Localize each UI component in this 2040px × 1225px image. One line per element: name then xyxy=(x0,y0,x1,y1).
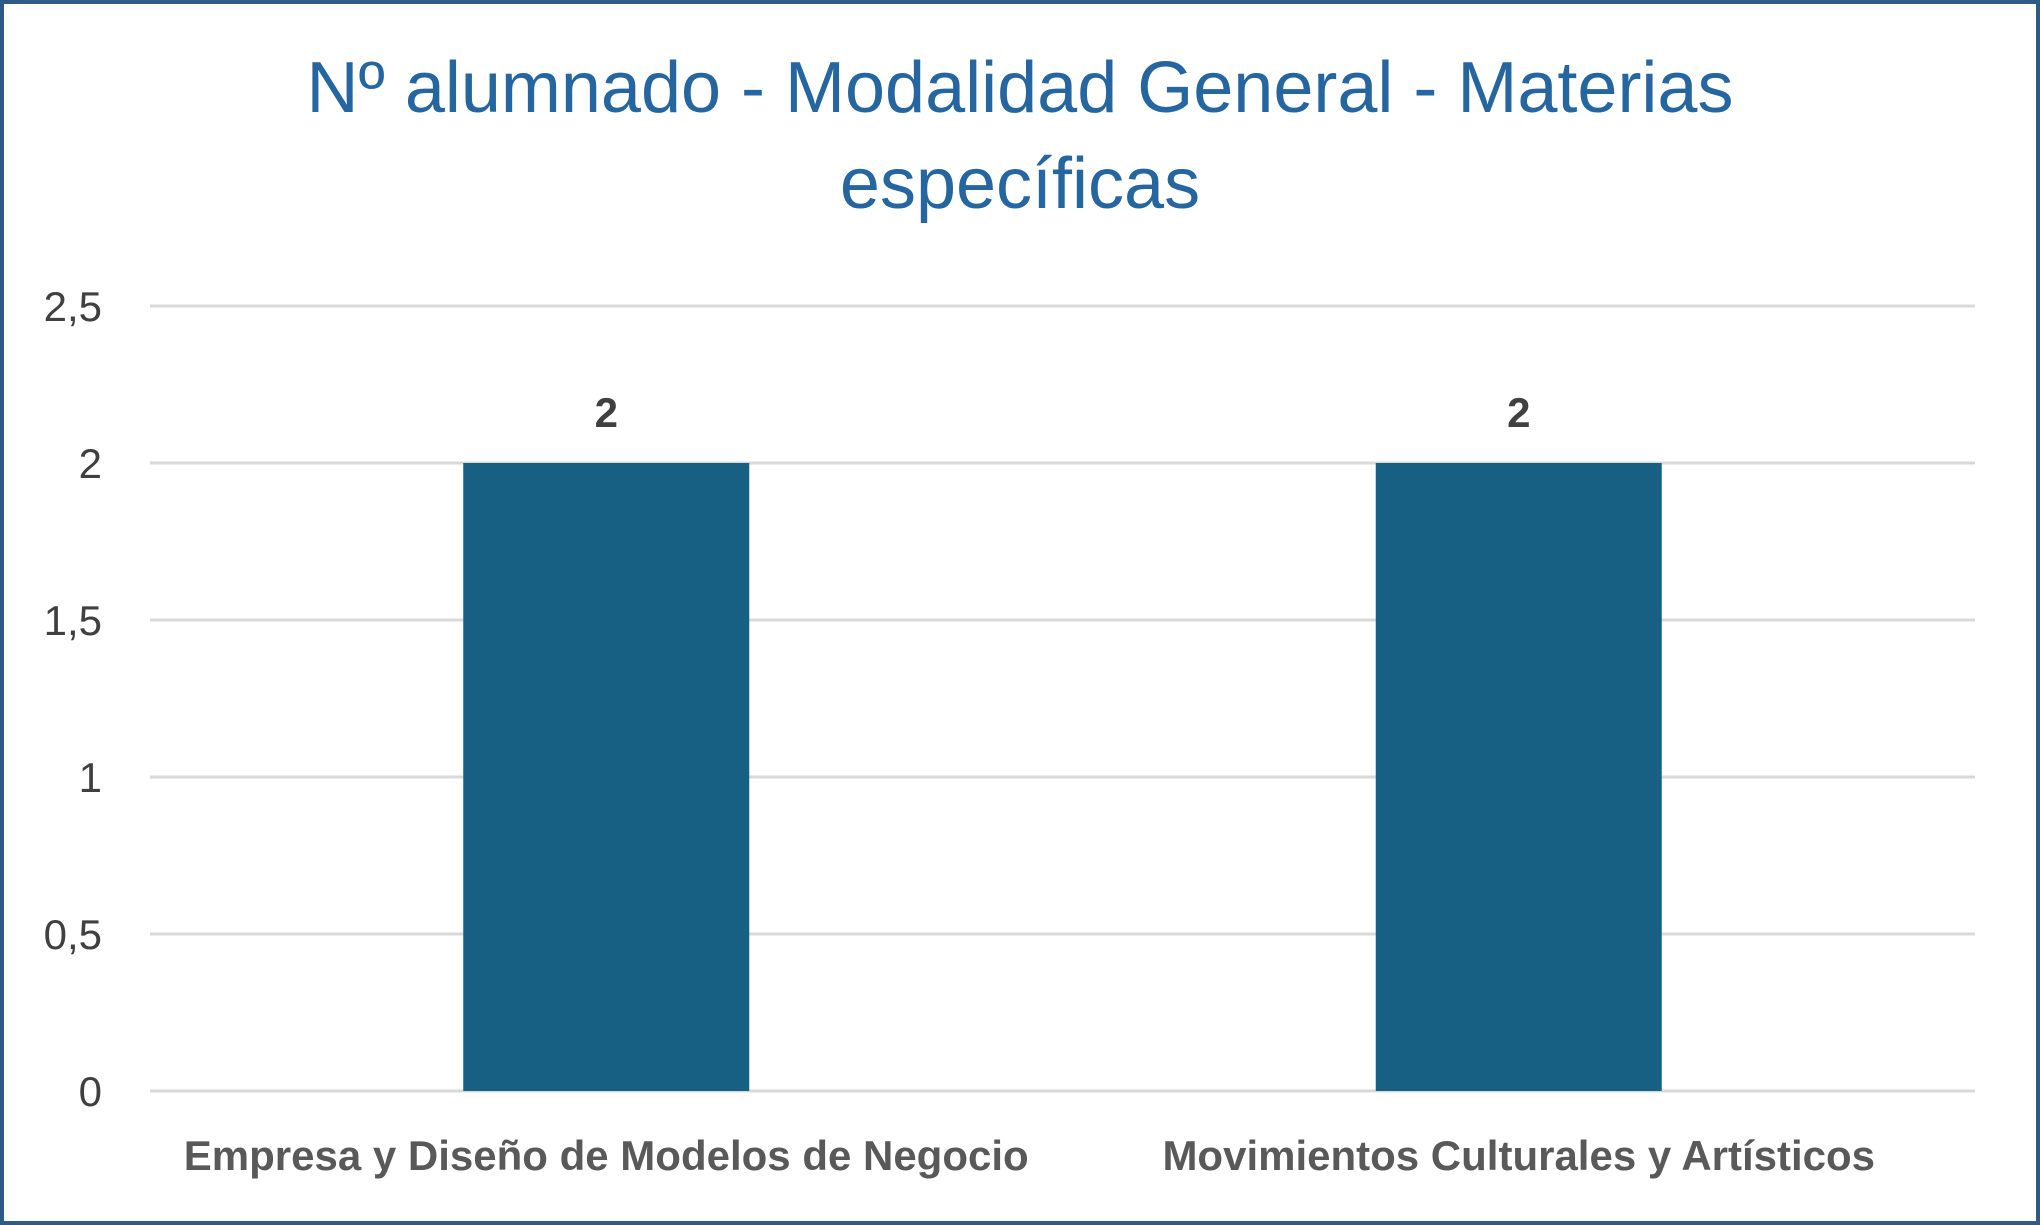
chart-title: Nº alumnado - Modalidad General - Materi… xyxy=(0,40,2040,232)
x-category-label: Movimientos Culturales y Artísticos xyxy=(1162,1132,1875,1179)
y-tick-label: 2 xyxy=(79,440,102,487)
y-tick-label: 0 xyxy=(79,1068,102,1115)
y-tick-label: 1 xyxy=(79,754,102,801)
gridlines xyxy=(150,304,1975,1093)
bar-data-label: 2 xyxy=(1507,389,1530,436)
chart-title-line-2: específicas xyxy=(839,144,1201,224)
bars xyxy=(463,463,1662,1091)
bar-data-label: 2 xyxy=(595,389,618,436)
y-tick-label: 0,5 xyxy=(44,911,102,958)
bar xyxy=(1375,463,1662,1091)
x-axis-categories: Empresa y Diseño de Modelos de Negocio Mo… xyxy=(184,1132,1875,1179)
x-category-label: Empresa y Diseño de Modelos de Negocio xyxy=(184,1132,1029,1179)
chart-title-line-1: Nº alumnado - Modalidad General - Materi… xyxy=(306,48,1734,128)
y-axis-ticks: 0 0,5 1 1,5 2 2,5 xyxy=(44,283,102,1115)
y-tick-label: 2,5 xyxy=(44,283,102,330)
y-tick-label: 1,5 xyxy=(44,597,102,644)
bar xyxy=(463,463,750,1091)
